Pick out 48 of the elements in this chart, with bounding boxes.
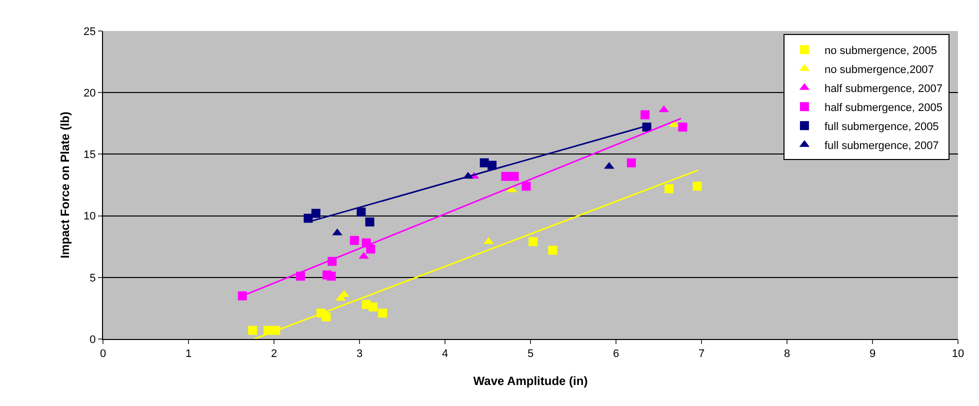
x-tick-label: 10 xyxy=(952,348,964,360)
legend-label: half submergence, 2007 xyxy=(824,82,942,95)
x-axis-title: Wave Amplitude (in) xyxy=(473,374,588,388)
legend-label: half submergence, 2005 xyxy=(824,102,942,114)
point xyxy=(528,237,538,246)
x-tick-label: 8 xyxy=(784,348,790,360)
x-tick-label: 1 xyxy=(185,348,192,360)
legend-label: no submergence,2007 xyxy=(824,64,934,76)
point xyxy=(311,208,320,218)
point xyxy=(238,291,247,300)
point xyxy=(365,217,374,226)
legend-label: full submergence, 2007 xyxy=(824,140,939,152)
point xyxy=(678,122,688,132)
point xyxy=(626,158,636,168)
point xyxy=(548,246,558,255)
x-tick-label: 3 xyxy=(356,348,363,360)
x-tick-label: 9 xyxy=(869,348,876,360)
y-tick-label: 15 xyxy=(84,149,96,162)
point xyxy=(664,184,674,194)
point xyxy=(378,308,388,318)
x-tick-label: 7 xyxy=(698,348,705,360)
point xyxy=(692,182,702,191)
point xyxy=(326,272,336,281)
y-tick-label: 0 xyxy=(90,334,96,346)
y-tick-label: 25 xyxy=(84,26,96,38)
legend-label: full submergence, 2005 xyxy=(824,120,939,133)
point xyxy=(501,172,510,181)
y-tick-label: 20 xyxy=(84,87,96,100)
point xyxy=(350,236,359,245)
point xyxy=(510,172,519,181)
point xyxy=(322,312,331,322)
legend-label: no submergence, 2005 xyxy=(824,44,937,57)
point xyxy=(366,244,376,254)
x-tick-label: 2 xyxy=(270,348,278,360)
x-tick-label: 5 xyxy=(527,348,534,360)
y-tick-label: 10 xyxy=(84,210,96,223)
point xyxy=(248,326,258,335)
x-tick-label: 4 xyxy=(442,348,448,360)
x-tick-label: 0 xyxy=(100,348,106,360)
point xyxy=(358,252,369,259)
point xyxy=(356,208,366,217)
x-tick-label: 6 xyxy=(612,348,620,360)
point xyxy=(488,160,497,170)
y-axis-title: Impact Force on Plate (lb) xyxy=(58,112,72,258)
y-tick-label: 5 xyxy=(90,272,96,284)
point xyxy=(368,302,378,312)
point xyxy=(522,182,531,191)
point xyxy=(640,110,650,120)
